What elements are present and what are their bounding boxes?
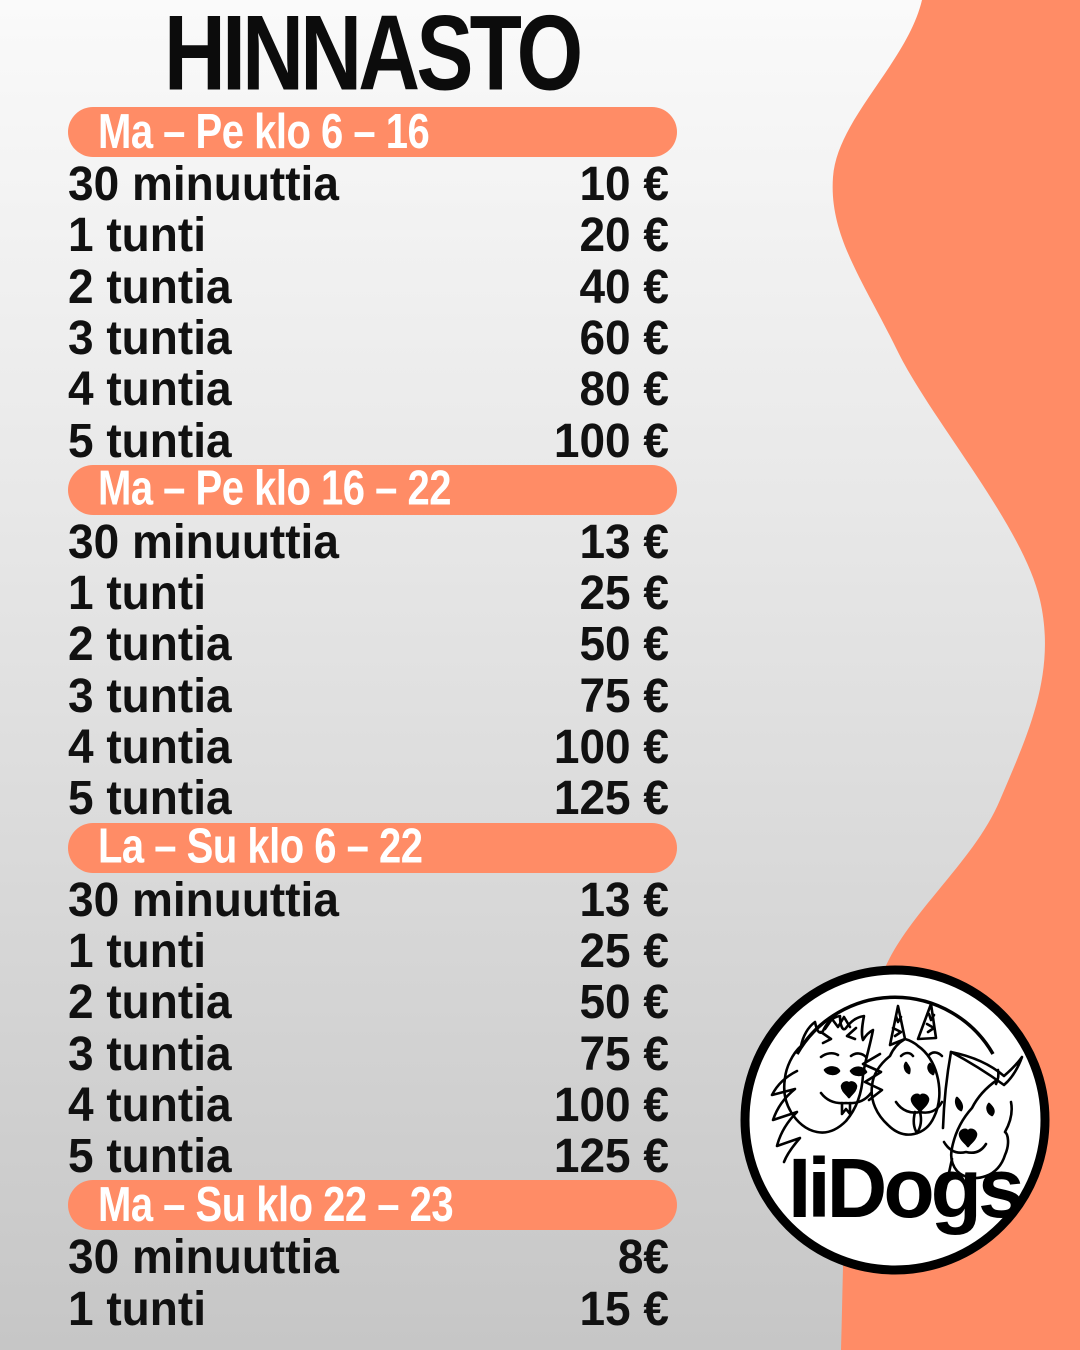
svg-text:IiDogs: IiDogs xyxy=(788,1141,1022,1235)
